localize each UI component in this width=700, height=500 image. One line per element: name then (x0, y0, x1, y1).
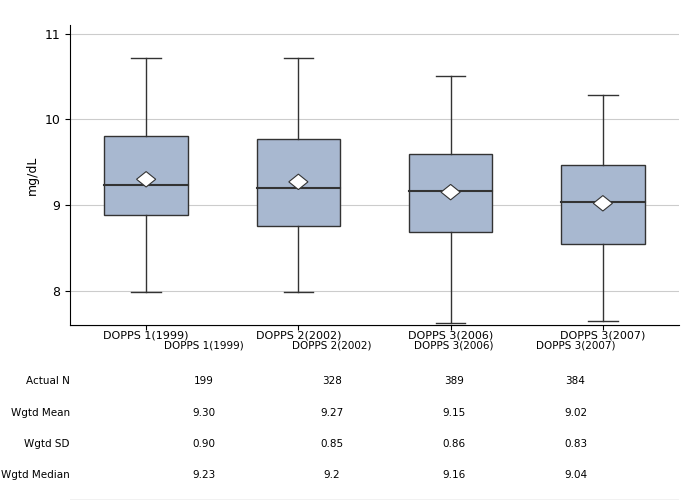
Text: DOPPS 2(2002): DOPPS 2(2002) (292, 341, 372, 351)
Text: DOPPS 3(2006): DOPPS 3(2006) (414, 341, 494, 351)
Text: 389: 389 (444, 376, 463, 386)
Text: DOPPS 3(2007): DOPPS 3(2007) (560, 330, 645, 340)
Text: 9.27: 9.27 (320, 408, 344, 418)
Text: 9.15: 9.15 (442, 408, 466, 418)
Polygon shape (441, 184, 460, 200)
Text: DOPPS 3(2007): DOPPS 3(2007) (536, 341, 615, 351)
Text: 384: 384 (566, 376, 585, 386)
Text: Actual N: Actual N (26, 376, 70, 386)
Text: 9.04: 9.04 (564, 470, 587, 480)
Text: DOPPS 2(2002): DOPPS 2(2002) (256, 330, 341, 340)
Polygon shape (289, 174, 308, 190)
Polygon shape (136, 172, 155, 187)
Text: DOPPS 1(1999): DOPPS 1(1999) (104, 330, 189, 340)
Text: 9.2: 9.2 (323, 470, 340, 480)
Text: 9.23: 9.23 (193, 470, 216, 480)
FancyBboxPatch shape (104, 136, 188, 216)
Text: 0.83: 0.83 (564, 439, 587, 449)
Text: Wgtd Mean: Wgtd Mean (11, 408, 70, 418)
Text: 9.02: 9.02 (564, 408, 587, 418)
Text: 9.30: 9.30 (193, 408, 216, 418)
FancyBboxPatch shape (561, 164, 645, 244)
FancyBboxPatch shape (256, 139, 340, 226)
Y-axis label: mg/dL: mg/dL (26, 156, 38, 194)
Text: 0.86: 0.86 (442, 439, 466, 449)
Text: 199: 199 (194, 376, 214, 386)
Text: Wgtd SD: Wgtd SD (25, 439, 70, 449)
Polygon shape (594, 196, 612, 211)
FancyBboxPatch shape (409, 154, 493, 232)
Text: Wgtd Median: Wgtd Median (1, 470, 70, 480)
Text: DOPPS 3(2006): DOPPS 3(2006) (408, 330, 493, 340)
Text: 0.90: 0.90 (193, 439, 216, 449)
Text: 328: 328 (322, 376, 342, 386)
Text: DOPPS 1(1999): DOPPS 1(1999) (164, 341, 244, 351)
Text: 0.85: 0.85 (321, 439, 344, 449)
Text: 9.16: 9.16 (442, 470, 466, 480)
